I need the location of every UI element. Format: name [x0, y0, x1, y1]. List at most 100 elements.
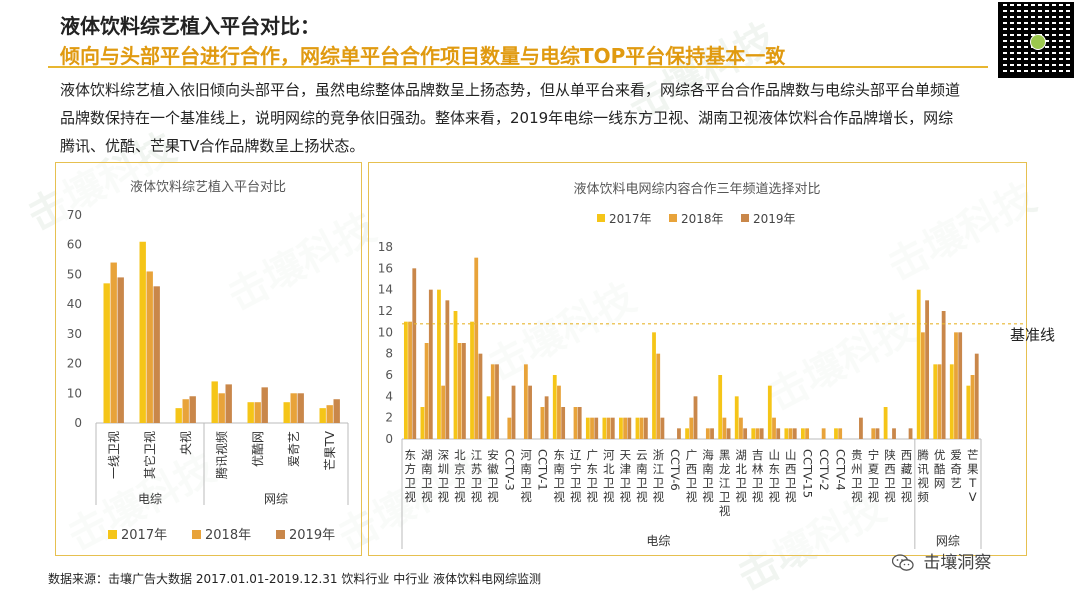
wechat-account: 击壤洞察: [891, 548, 992, 573]
wechat-account-name: 击壤洞察: [923, 553, 992, 573]
bar: [759, 428, 764, 439]
bar: [577, 407, 582, 439]
x-tick-label: 东南卫视: [553, 448, 565, 504]
bar: [916, 289, 921, 439]
bar: [726, 428, 731, 439]
bar: [718, 375, 723, 439]
y-tick-label: 2: [385, 411, 393, 425]
bar: [478, 353, 483, 439]
legend-label: 2019年: [753, 212, 796, 226]
bar: [408, 321, 412, 439]
bar: [925, 300, 929, 439]
bar: [627, 417, 632, 439]
legend-swatch: [669, 214, 677, 222]
legend-label: 2018年: [205, 528, 251, 543]
x-tick-label: 黑龙江卫视: [719, 448, 731, 518]
x-tick-label: 辽宁卫视: [570, 448, 582, 504]
bar: [821, 428, 826, 439]
x-tick-label: 北京卫视: [454, 448, 466, 504]
wechat-icon: [891, 554, 914, 571]
x-tick-label: 广东卫视: [586, 448, 598, 504]
bar: [705, 428, 710, 439]
x-tick-label: CCTV-2: [817, 449, 831, 491]
bar: [453, 311, 458, 439]
legend-swatch: [597, 214, 605, 222]
bar: [739, 417, 743, 439]
bar: [146, 271, 153, 423]
bar: [871, 428, 876, 439]
bar: [495, 364, 499, 439]
y-tick-label: 0: [74, 416, 82, 430]
bar: [326, 405, 333, 423]
x-tick-label: CCTV-4: [833, 449, 847, 491]
bar: [403, 321, 408, 439]
y-tick-label: 4: [385, 389, 393, 403]
y-tick-label: 10: [67, 386, 82, 400]
page-title: 液体饮料综艺植入平台对比：: [60, 14, 320, 38]
bar: [283, 402, 290, 423]
bar: [685, 428, 689, 439]
x-tick-label: 湖北卫视: [735, 448, 747, 504]
y-tick-label: 8: [385, 347, 393, 361]
bar: [507, 417, 512, 439]
bar: [211, 381, 218, 423]
bar: [974, 353, 979, 439]
x-tick-label: 优酷网: [934, 448, 946, 490]
bar: [635, 417, 640, 439]
bar: [110, 262, 117, 423]
y-tick-label: 16: [378, 261, 393, 275]
x-tick-label: 海南卫视: [702, 448, 714, 504]
bar: [859, 417, 863, 439]
legend-swatch: [741, 214, 749, 222]
x-tick-label: CCTV-3: [503, 449, 517, 491]
bar: [189, 396, 196, 423]
x-tick-label: 爱奇艺: [950, 448, 962, 490]
x-tick-label: 芒果TV: [322, 430, 337, 470]
x-tick-label: 湖南卫视: [421, 448, 433, 504]
bar: [792, 428, 797, 439]
bar: [261, 387, 268, 423]
bar: [153, 286, 160, 423]
bar: [590, 417, 594, 439]
bar: [970, 375, 975, 439]
bar: [755, 428, 760, 439]
bar: [619, 417, 623, 439]
bar: [540, 407, 545, 439]
bar: [883, 407, 888, 439]
bar: [772, 417, 776, 439]
bar: [643, 417, 648, 439]
bar: [921, 332, 925, 439]
chart-legend: 2017年 2018年 2019年: [597, 212, 796, 226]
x-tick-label: 一线卫视: [106, 431, 121, 479]
page-subtitle: 倾向与头部平台进行合作，网综单平台合作项目数量与电综TOP平台保持基本一致: [60, 44, 786, 68]
x-tick-label: 腾讯视频: [214, 431, 229, 479]
x-tick-label: 安徽卫视: [487, 448, 499, 504]
x-tick-label: 广西卫视: [686, 448, 698, 504]
description-text: 液体饮料综艺植入依旧倾向头部平台，虽然电综整体品牌数呈上扬态势，但从单平台来看，…: [60, 81, 961, 155]
bar: [606, 417, 611, 439]
bar: [710, 428, 714, 439]
bar: [788, 428, 793, 439]
bar: [660, 417, 665, 439]
bar: [892, 428, 896, 439]
bar: [139, 241, 146, 423]
bar: [875, 428, 880, 439]
qr-code-icon: [998, 2, 1074, 78]
bar: [805, 428, 809, 439]
y-tick-label: 20: [67, 357, 82, 371]
bar: [474, 257, 479, 439]
bar: [528, 385, 532, 439]
bar: [544, 396, 549, 439]
bar: [420, 407, 425, 439]
group-label: 网综: [936, 534, 960, 548]
x-tick-label: CCTV-1: [536, 449, 550, 491]
bar: [424, 343, 429, 439]
bar: [734, 396, 739, 439]
bar: [103, 283, 110, 423]
brand-logo-icon: [1030, 34, 1046, 50]
bar: [949, 364, 954, 439]
left-chart-panel: 液体饮料综艺植入平台对比 0 10 20 30 40 50 60 70 一线卫视 其它卫视 央视 腾讯视…: [55, 162, 362, 556]
bar: [602, 417, 607, 439]
bar: [594, 417, 599, 439]
legend-swatch: [192, 530, 201, 539]
